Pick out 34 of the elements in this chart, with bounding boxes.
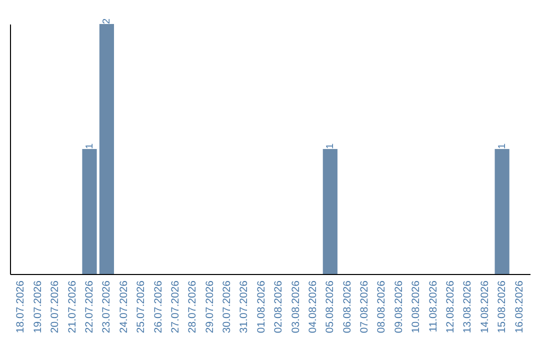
x-tick-label: 24.07.2026 <box>118 280 130 334</box>
x-tick-label: 18.07.2026 <box>14 280 27 334</box>
x-tick-label: 03.08.2026 <box>290 280 302 334</box>
x-tick-label: 19.07.2026 <box>32 280 44 334</box>
x-tick-label: 12.08.2026 <box>444 280 456 334</box>
x-tick-label: 08.08.2026 <box>376 280 388 334</box>
x-tick-label: 25.07.2026 <box>135 280 148 334</box>
x-tick-label: 22.07.2026 <box>84 280 96 334</box>
data-label: 1 <box>325 143 336 149</box>
x-tick-label: 27.07.2026 <box>169 280 182 334</box>
x-tick-label: 30.07.2026 <box>221 280 234 334</box>
x-tick-label: 28.07.2026 <box>186 280 199 334</box>
x-tick-label: 31.07.2026 <box>238 280 250 334</box>
x-tick-label: 04.08.2026 <box>306 280 319 334</box>
x-tick-label: 20.07.2026 <box>49 280 62 334</box>
x-tick-label: 14.08.2026 <box>478 280 491 334</box>
x-tick-label: 26.07.2026 <box>152 280 164 334</box>
x-tick-label: 11.08.2026 <box>427 280 440 332</box>
x-tick-label: 09.08.2026 <box>392 280 405 334</box>
x-tick-label: 10.08.2026 <box>410 280 422 334</box>
x-tick-label: 01.08.2026 <box>255 280 268 334</box>
data-label: 1 <box>497 143 508 149</box>
x-tick-label: 23.07.2026 <box>100 280 113 334</box>
x-tick-label: 06.08.2026 <box>341 280 354 334</box>
x-tick-label: 21.07.2026 <box>66 280 78 334</box>
x-tick-label: 15.08.2026 <box>496 280 508 334</box>
x-tick-label: 13.08.2026 <box>462 280 474 334</box>
x-tick-label: 16.08.2026 <box>513 280 526 334</box>
x-tick-label: 07.08.2026 <box>358 280 371 334</box>
data-label: 1 <box>84 143 96 149</box>
data-label: 2 <box>102 18 113 24</box>
x-tick-label: 29.07.2026 <box>204 280 216 334</box>
x-tick-label: 05.08.2026 <box>324 280 336 334</box>
x-tick-label: 02.08.2026 <box>272 280 285 334</box>
